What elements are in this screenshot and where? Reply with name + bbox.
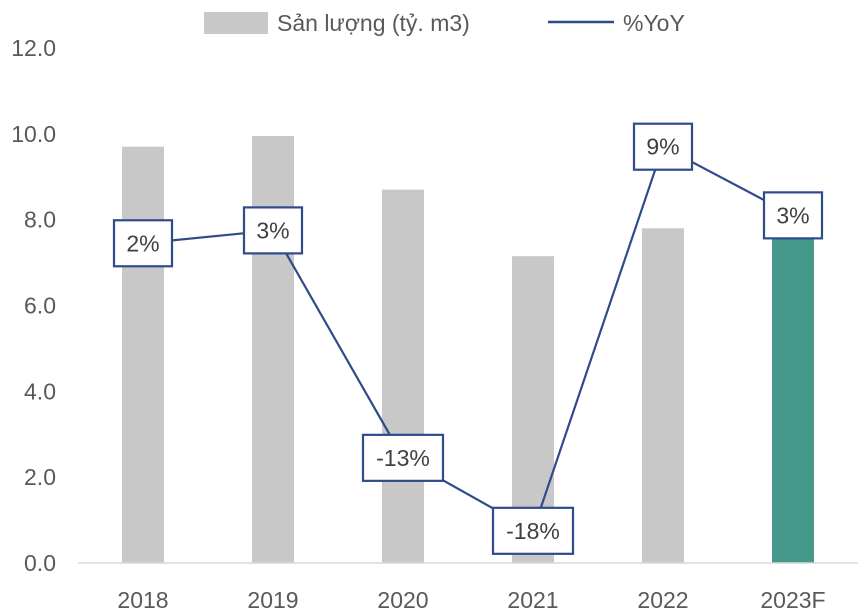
y-tick-label: 6.0 — [24, 293, 56, 319]
bar-2023F — [772, 226, 814, 563]
x-tick-label: 2022 — [637, 587, 688, 613]
y-tick-label: 0.0 — [24, 550, 56, 576]
bar-2019 — [252, 135, 294, 563]
legend-line-label: %YoY — [623, 10, 685, 36]
data-label-box — [242, 206, 304, 255]
x-tick-label: 2021 — [507, 587, 558, 613]
legend-bar-label: Sản lượng (tỷ. m3) — [277, 10, 470, 36]
x-tick-label: 2018 — [117, 587, 168, 613]
x-tick-label: 2023F — [760, 587, 825, 613]
data-label: -13% — [376, 445, 430, 471]
y-tick-label: 2.0 — [24, 464, 56, 490]
data-label-box — [491, 506, 575, 555]
y-axis: 0.0 2.0 4.0 6.0 8.0 10.0 12.0 — [11, 35, 56, 576]
data-label: 9% — [646, 134, 679, 160]
bar-2018 — [122, 146, 164, 564]
yoy-line — [142, 145, 794, 533]
x-tick-label: 2020 — [377, 587, 428, 613]
y-tick-label: 4.0 — [24, 378, 56, 404]
bars — [122, 135, 814, 564]
data-label-box — [112, 219, 174, 268]
data-label: -18% — [506, 518, 560, 544]
data-label: 3% — [256, 217, 289, 243]
data-label: 2% — [126, 230, 159, 256]
x-axis: 2018 2019 2020 2021 2022 2023F — [117, 587, 825, 613]
y-tick-label: 8.0 — [24, 207, 56, 233]
data-label: 3% — [776, 202, 809, 228]
data-label-box — [632, 122, 694, 171]
bar-2020 — [382, 189, 424, 563]
yoy-series-line — [142, 145, 794, 533]
data-labels: 2% 3% -13% -18% 9% 3% — [112, 122, 824, 555]
data-label-box — [762, 191, 824, 240]
y-tick-label: 12.0 — [11, 35, 56, 61]
y-tick-label: 10.0 — [11, 121, 56, 147]
data-label-box — [361, 433, 445, 482]
x-tick-label: 2019 — [247, 587, 298, 613]
legend: Sản lượng (tỷ. m3) %YoY — [204, 10, 685, 36]
bar-2022 — [642, 228, 684, 563]
legend-bar-swatch — [204, 12, 268, 34]
